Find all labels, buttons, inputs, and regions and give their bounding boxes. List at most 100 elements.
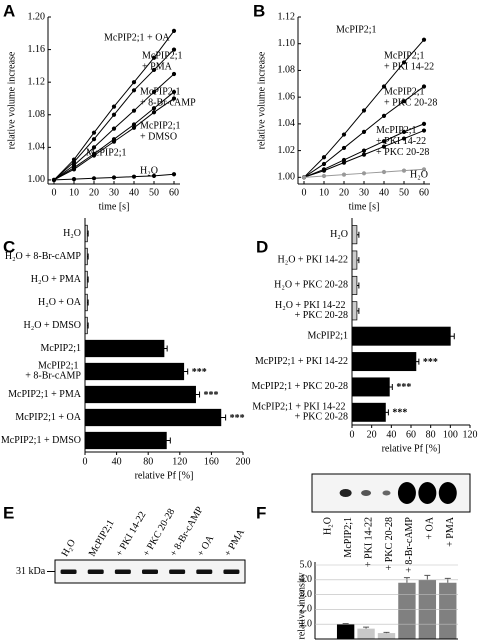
error-bar xyxy=(356,231,360,238)
category-label: H₂O + PKI 14-22 xyxy=(277,254,348,265)
lane-label: + PKC 20-28 xyxy=(384,517,395,570)
x-tick-label: 40 xyxy=(112,456,122,467)
error-bar xyxy=(87,299,89,306)
data-point xyxy=(421,128,427,133)
x-tick-label: 0 xyxy=(52,187,57,198)
error-bar xyxy=(424,574,431,580)
data-point xyxy=(171,172,177,177)
y-tick-label: 4.0 xyxy=(300,574,313,585)
x-tick-label: 60 xyxy=(169,187,179,198)
x-tick-label: 100 xyxy=(443,429,458,440)
category-label: McPIP2;1 + OA xyxy=(15,412,81,423)
x-tick-label: 40 xyxy=(379,187,389,198)
data-point xyxy=(151,110,157,115)
data-point xyxy=(381,169,387,175)
y-tick-label: 1.16 xyxy=(28,44,46,55)
bar xyxy=(351,275,358,295)
blot-spot xyxy=(438,482,457,504)
data-point xyxy=(171,96,177,101)
data-point xyxy=(131,108,137,113)
panel-label: F xyxy=(256,503,266,522)
x-tick-label: 60 xyxy=(406,429,416,440)
x-axis-label: relative Pf [%] xyxy=(135,470,194,481)
lane-label: McPIP2;1 xyxy=(87,518,117,559)
data-point xyxy=(361,148,367,153)
series-label: H₂O xyxy=(140,165,158,176)
data-point xyxy=(321,161,327,167)
blot-band xyxy=(223,569,240,574)
lane-label: H₂O xyxy=(60,538,78,559)
bar xyxy=(84,385,196,404)
blot-band xyxy=(169,569,186,574)
x-tick-label: 40 xyxy=(386,429,396,440)
data-point xyxy=(151,106,157,111)
x-tick-label: 50 xyxy=(399,187,409,198)
lane-label: + OA xyxy=(195,533,216,559)
y-tick-label: 1.00 xyxy=(28,174,46,185)
series-label: McPIP2;1 xyxy=(336,24,377,35)
data-point xyxy=(51,177,57,183)
marker-label: 31 kDa xyxy=(16,566,46,577)
category-label: McPIP2;1 + DMSO xyxy=(1,435,81,446)
x-tick-label: 10 xyxy=(319,187,329,198)
data-point xyxy=(91,137,97,142)
data-point xyxy=(401,168,407,173)
panel-label: E xyxy=(3,503,14,522)
category-label: McPIP2;1 xyxy=(40,343,81,354)
data-point xyxy=(131,122,137,127)
category-label: H₂O xyxy=(63,228,81,239)
data-point xyxy=(421,84,427,89)
lane-label: + PKI 14-22 xyxy=(363,517,374,567)
blot-spot xyxy=(382,490,391,496)
bar xyxy=(84,362,185,381)
x-tick-label: 0 xyxy=(83,456,88,467)
bar xyxy=(398,582,416,639)
category-label: H₂O + 8-Br-cAMP xyxy=(5,251,82,262)
bar xyxy=(351,377,390,397)
data-point xyxy=(131,125,137,130)
blot-band xyxy=(60,569,77,574)
series-label: McPIP2;1 + OA xyxy=(104,32,170,43)
bar xyxy=(84,431,167,450)
data-point xyxy=(401,129,407,134)
error-bar xyxy=(356,257,360,264)
lane-label: + PMA xyxy=(222,527,247,559)
x-tick-label: 0 xyxy=(350,429,355,440)
error-bar xyxy=(87,230,89,237)
data-point xyxy=(71,177,77,182)
series-label: McPIP2;1 xyxy=(86,147,127,158)
blot-band xyxy=(142,569,158,574)
category-label: H₂O + DMSO xyxy=(24,320,81,331)
x-tick-label: 50 xyxy=(149,187,159,198)
category-label: McPIP2;1 xyxy=(307,330,348,341)
data-point xyxy=(301,175,307,180)
data-point xyxy=(151,67,157,73)
data-point xyxy=(321,168,327,173)
data-point xyxy=(151,55,157,60)
error-bar xyxy=(195,391,201,398)
category-label: McPIP2;1 + PKC 20-28 xyxy=(252,381,348,392)
blot-band xyxy=(196,569,213,574)
data-point xyxy=(421,37,427,42)
data-point xyxy=(361,152,367,157)
data-point xyxy=(401,99,407,104)
lane-label: + OA xyxy=(425,516,436,539)
data-point xyxy=(131,80,137,85)
y-tick-label: 1.12 xyxy=(278,11,296,22)
data-point xyxy=(91,176,97,181)
x-tick-label: 120 xyxy=(463,429,478,440)
category-label: McPIP2;1 + PKI 14-22 xyxy=(255,356,348,367)
error-bar xyxy=(183,368,189,375)
y-axis-label: relative volume increase xyxy=(6,51,17,149)
x-tick-label: 200 xyxy=(236,456,251,467)
y-tick-label: 1.00 xyxy=(278,172,296,183)
x-tick-label: 40 xyxy=(129,187,139,198)
bar xyxy=(336,624,355,639)
y-axis-label: relative volume increase xyxy=(256,51,267,149)
series-label: H₂O xyxy=(410,169,428,180)
data-point xyxy=(361,129,367,134)
lane-label: H₂O xyxy=(323,517,334,535)
lane-label: + 8-Br-cAMP xyxy=(404,517,415,573)
data-point xyxy=(401,136,407,141)
